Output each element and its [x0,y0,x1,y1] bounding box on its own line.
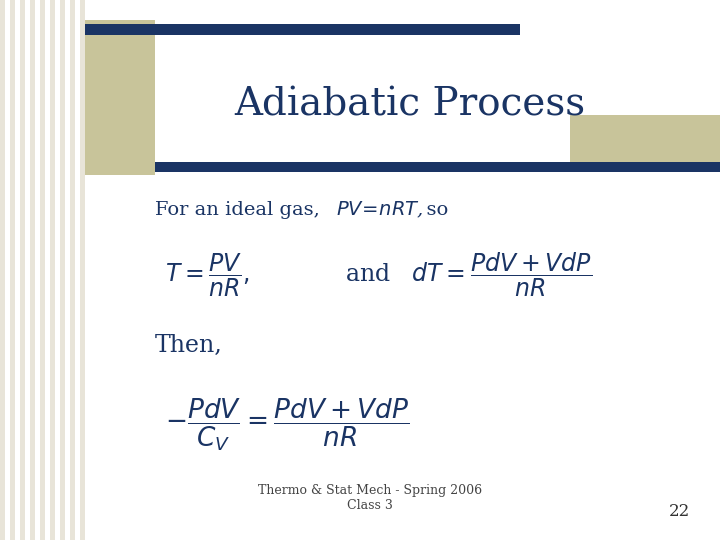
Bar [85,24,520,35]
Text: $-\dfrac{PdV}{C_V} = \dfrac{PdV + VdP}{nR}$: $-\dfrac{PdV}{C_V} = \dfrac{PdV + VdP}{n… [165,396,409,454]
Bar [110,0,115,540]
Text: $T = \dfrac{PV}{nR},$: $T = \dfrac{PV}{nR},$ [165,251,250,299]
Text: $PV\!=\!nRT$,: $PV\!=\!nRT$, [336,200,423,220]
Bar [85,0,90,540]
Bar [115,0,120,540]
Bar [100,0,105,540]
Bar [25,0,30,540]
Bar [135,0,140,540]
Bar [60,0,65,540]
Bar [75,0,80,540]
Bar [70,0,75,540]
Text: Adiabatic Process: Adiabatic Process [235,86,585,124]
Bar [15,0,20,540]
Bar [20,0,25,540]
Bar [125,0,130,540]
Text: and   $dT = \dfrac{PdV + VdP}{nR}$: and $dT = \dfrac{PdV + VdP}{nR}$ [345,251,592,299]
Bar [80,0,85,540]
Bar [10,0,15,540]
Bar [105,0,110,540]
Bar [30,0,35,540]
Bar [145,0,150,540]
Text: Then,: Then, [155,334,223,356]
Bar [130,0,135,540]
Bar [0,0,5,540]
Bar [140,0,145,540]
Bar [40,0,45,540]
Bar [45,0,50,540]
Bar [570,115,720,170]
Bar [50,0,55,540]
Bar [95,0,100,540]
Bar [90,0,95,540]
Bar [55,0,60,540]
Bar [85,20,155,175]
Text: so: so [414,201,449,219]
Bar [155,162,720,172]
Bar [65,0,70,540]
Bar [85,0,720,540]
Bar [35,0,40,540]
Text: For an ideal gas,: For an ideal gas, [155,201,326,219]
Text: 22: 22 [669,503,690,521]
Text: Thermo & Stat Mech - Spring 2006
Class 3: Thermo & Stat Mech - Spring 2006 Class 3 [258,484,482,512]
Bar [5,0,10,540]
Bar [120,0,125,540]
